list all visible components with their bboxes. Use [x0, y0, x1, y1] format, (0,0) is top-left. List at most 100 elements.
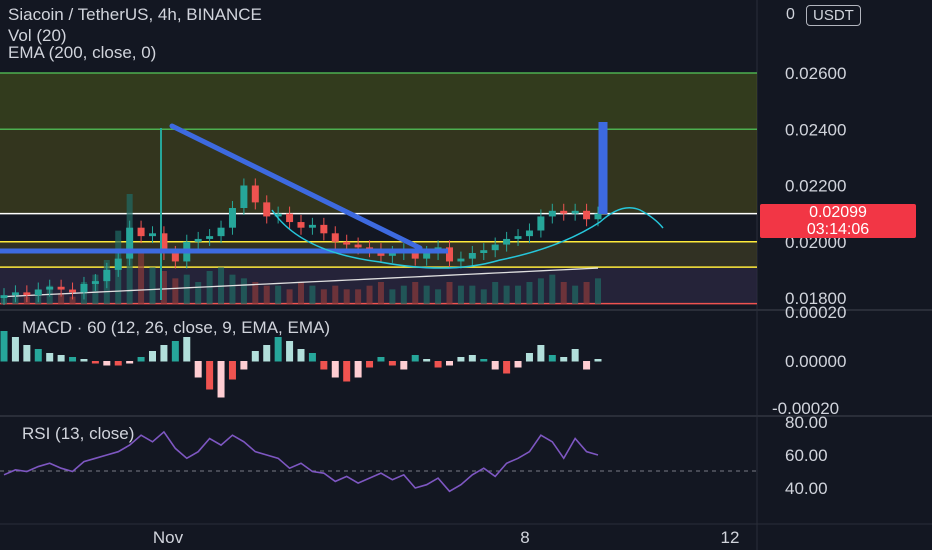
candle-body [57, 286, 65, 290]
rsi-tick-label: 40.00 [785, 479, 828, 498]
volume-bar [240, 278, 247, 304]
macd-histogram-bar [571, 349, 579, 362]
volume-bar [560, 282, 567, 304]
candle-body [571, 210, 579, 214]
candle-body [297, 222, 305, 228]
candle-body [594, 213, 602, 220]
volume-bar [389, 289, 396, 304]
candle-body [69, 289, 77, 293]
candle-body [308, 224, 316, 228]
date-tick-label: 12 [721, 528, 740, 547]
rsi-tick-label: 60.00 [785, 446, 828, 465]
volume-bar [492, 282, 499, 304]
macd-histogram-bar [240, 361, 248, 370]
zone-middle [0, 129, 757, 214]
macd-histogram-bar [388, 361, 396, 366]
macd-histogram-bar [80, 359, 88, 362]
macd-histogram-bar [514, 361, 522, 368]
macd-histogram-bar [537, 345, 545, 362]
candle-body [354, 244, 362, 248]
volume-bar [412, 282, 419, 304]
price-tick-label: 0.02400 [785, 120, 846, 139]
volume-bar [549, 274, 556, 304]
volume-bar [229, 274, 236, 304]
macd-histogram-bar [411, 355, 419, 362]
macd-histogram-bar [354, 361, 362, 378]
candle-body [103, 269, 111, 282]
rsi-indicator-label: RSI (13, close) [22, 424, 134, 443]
candle-body [91, 281, 99, 284]
candle-body [149, 233, 156, 237]
macd-histogram-bar [343, 361, 351, 382]
volume-bar [457, 285, 464, 304]
macd-histogram-bar [503, 361, 511, 374]
macd-histogram-bar [46, 353, 54, 362]
volume-bar [469, 285, 476, 304]
macd-tick-label: -0.00020 [772, 399, 839, 418]
ema-indicator-label[interactable]: EMA (200, close, 0) [8, 43, 157, 62]
volume-bar [332, 285, 339, 304]
candle-body [194, 238, 202, 242]
volume-bar [355, 289, 362, 304]
volume-bar [298, 282, 304, 304]
rsi-tick-label: 80.00 [785, 413, 828, 432]
macd-histogram-bar [480, 359, 488, 362]
candle-body [320, 224, 328, 234]
currency-zero: 0 [786, 6, 795, 23]
candle-body [46, 286, 54, 290]
volume-bar [366, 285, 373, 304]
candle-body [525, 230, 533, 237]
candle-body [251, 185, 259, 203]
candle-body [228, 208, 236, 228]
macd-histogram-bar [57, 355, 65, 362]
volume-bar [172, 278, 179, 304]
macd-histogram-bar [126, 361, 134, 364]
volume-bar [435, 289, 442, 304]
candle-body [217, 227, 225, 237]
candle-body [331, 233, 339, 242]
macd-histogram-bar [274, 337, 282, 362]
candle-body [206, 236, 214, 239]
price-tick-label: 0.02600 [785, 64, 846, 83]
macd-histogram-bar [366, 361, 374, 368]
macd-histogram-bar [171, 341, 179, 362]
macd-histogram-bar [548, 355, 556, 362]
macd-histogram-bar [377, 357, 385, 362]
macd-histogram-bar [560, 357, 568, 362]
volume-bar [377, 282, 384, 304]
macd-histogram-bar [297, 349, 305, 362]
candle-body [34, 289, 42, 296]
macd-indicator-label: MACD · 60 (12, 26, close, 9, EMA, EMA) [22, 318, 330, 337]
volume-bar [320, 289, 327, 304]
candle-body [446, 247, 453, 262]
volume-bar [583, 282, 590, 304]
macd-histogram-bar [594, 359, 602, 362]
volume-bar [286, 289, 293, 304]
currency-selector[interactable]: USDT [806, 5, 861, 26]
candle-body [388, 253, 396, 256]
volume-bar [138, 252, 145, 304]
volume-bar [480, 289, 487, 304]
macd-histogram-bar [91, 361, 99, 364]
volume-bar [503, 285, 510, 304]
price-tick-label: 0.02200 [785, 177, 846, 196]
candle-body [80, 283, 88, 293]
macd-histogram-bar [434, 361, 442, 368]
volume-indicator-label[interactable]: Vol (20) [8, 26, 67, 45]
macd-histogram-bar [423, 359, 431, 362]
candle-body [274, 213, 282, 217]
macd-histogram-bar [331, 361, 339, 378]
macd-histogram-bar [491, 361, 499, 370]
macd-histogram-bar [23, 345, 31, 362]
date-tick-label: 8 [520, 528, 529, 547]
candle-body [560, 210, 568, 214]
volume-bar [263, 285, 270, 304]
macd-histogram-bar [468, 355, 476, 362]
macd-histogram-bar [114, 361, 122, 366]
candle-body [503, 238, 511, 245]
candle-body [491, 244, 499, 251]
macd-histogram-bar [525, 353, 533, 362]
macd-histogram-bar [263, 345, 271, 362]
macd-histogram-bar [228, 361, 236, 380]
